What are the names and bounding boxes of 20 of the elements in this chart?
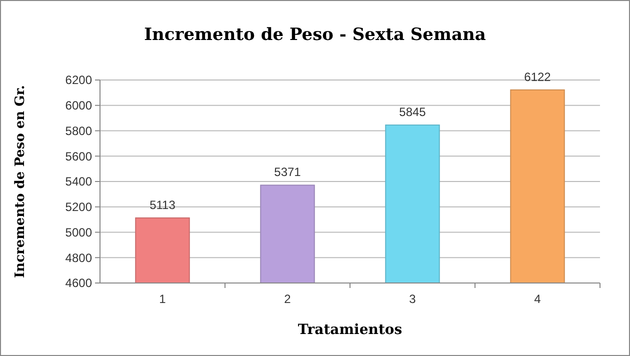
data-label: 5371 xyxy=(274,165,302,180)
y-tick-label: 4600 xyxy=(65,276,92,290)
x-tick-label: 1 xyxy=(159,292,166,306)
x-tick-label: 4 xyxy=(534,292,542,306)
y-tick-label: 5400 xyxy=(65,174,92,189)
x-tick-label: 3 xyxy=(409,292,416,306)
x-tick-label: 2 xyxy=(284,292,292,306)
y-tick-label: 5800 xyxy=(65,124,92,138)
y-tick-label: 6200 xyxy=(65,73,92,88)
x-axis-title: Tratamientos xyxy=(298,322,402,338)
y-tick-label: 6000 xyxy=(65,98,92,113)
y-tick-label: 4800 xyxy=(65,250,92,265)
y-tick-label: 5000 xyxy=(65,225,92,240)
data-label: 6122 xyxy=(524,70,552,84)
y-axis-title: Incremento de Peso en Gr. xyxy=(13,85,28,278)
chart-title: Incremento de Peso - Sexta Semana xyxy=(144,25,486,45)
y-tick-label: 5600 xyxy=(65,149,92,164)
data-label: 5845 xyxy=(399,105,426,120)
data-label: 5113 xyxy=(150,198,176,212)
y-tick-label: 5200 xyxy=(65,200,92,214)
